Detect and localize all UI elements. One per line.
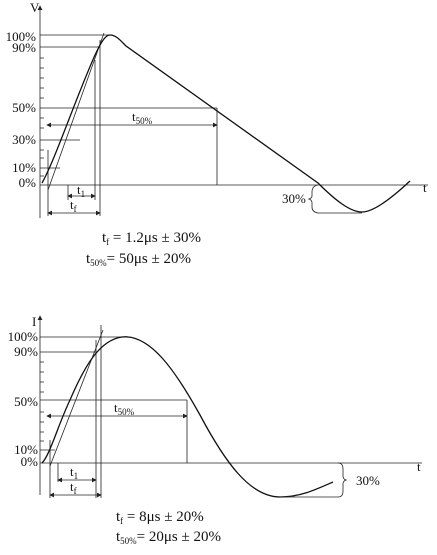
level: 10% — [12, 160, 36, 175]
time-label: t — [417, 459, 421, 474]
bracket — [307, 184, 362, 214]
tf-label: tf — [70, 197, 77, 214]
waveform — [41, 34, 411, 213]
waveform — [41, 336, 334, 498]
guides — [40, 34, 218, 216]
axis-label: V — [30, 0, 40, 15]
minor-ticks — [40, 361, 44, 442]
undershoot: 30% — [282, 191, 306, 206]
formula: tf = 8μs ± 20% — [116, 509, 204, 526]
undershoot: 30% — [356, 473, 380, 488]
tf-label: tf — [70, 479, 77, 496]
minor-ticks — [40, 57, 44, 177]
level: 90% — [12, 40, 36, 55]
front-line — [47, 32, 105, 191]
level: 0% — [21, 454, 39, 469]
guides — [40, 325, 188, 498]
level: 100% — [8, 329, 39, 344]
time-label: t — [423, 180, 427, 195]
level: 50% — [12, 100, 36, 115]
formula: tf = 1.2μs ± 30% — [102, 230, 201, 247]
axis-label: I — [32, 314, 36, 329]
t1-label: t1 — [77, 182, 85, 199]
front-line — [49, 329, 104, 467]
t50-label: t50% — [114, 400, 135, 417]
bracket — [280, 462, 348, 498]
voltage-wave: V t 100% 90% 50% 30% 10% 0% t50% t1 tf 3… — [6, 0, 428, 268]
level: 100% — [6, 29, 37, 44]
formula: t50%= 20μs ± 20% — [116, 529, 221, 546]
level: 10% — [14, 442, 38, 457]
level: 0% — [19, 175, 37, 190]
level: 90% — [14, 344, 38, 359]
t1-label: t1 — [70, 464, 78, 481]
t50-label: t50% — [132, 109, 153, 126]
formula: t50%= 50μs ± 20% — [86, 251, 191, 268]
level: 30% — [12, 132, 36, 147]
level: 50% — [14, 394, 38, 409]
current-wave: I t 100% 90% 50% 10% 0% t50% t1 tf 30% t… — [8, 314, 422, 546]
